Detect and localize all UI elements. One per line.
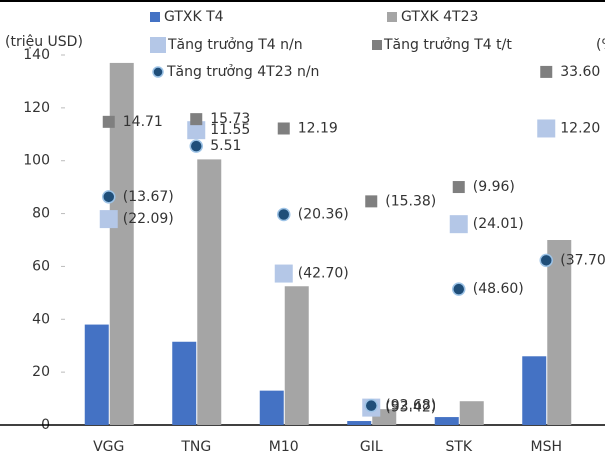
bar xyxy=(522,356,547,425)
data-label: (48.60) xyxy=(473,281,524,297)
x-tick-label: GIL xyxy=(360,439,383,455)
data-label: (15.38) xyxy=(385,193,436,209)
legend-label: GTXK T4 xyxy=(164,9,224,25)
legend-swatch xyxy=(150,37,166,53)
data-label: 15.73 xyxy=(210,111,250,127)
marker xyxy=(99,210,118,229)
legend-label: Tăng trưởng T4 t/t xyxy=(383,37,512,53)
marker xyxy=(540,65,553,78)
y2-axis-title: (%) xyxy=(596,37,605,53)
legend-label: GTXK 4T23 xyxy=(401,9,478,25)
data-label: 33.60 xyxy=(560,64,600,80)
legend-swatch xyxy=(152,66,164,78)
bar xyxy=(347,421,372,425)
y-tick-label: 20 xyxy=(32,364,50,380)
data-label: 11.55 xyxy=(210,122,250,138)
marker xyxy=(102,115,115,128)
data-label: (92.68) xyxy=(385,398,436,414)
marker xyxy=(277,207,291,222)
data-label: (20.36) xyxy=(298,207,349,223)
data-label: 12.20 xyxy=(560,120,600,136)
bar xyxy=(259,390,284,425)
data-label: (42.70) xyxy=(298,266,349,282)
data-label: (22.09) xyxy=(123,211,174,227)
data-label: (9.96) xyxy=(473,179,515,195)
y-tick-label: 140 xyxy=(23,47,50,63)
bar xyxy=(172,341,197,425)
data-label: (13.67) xyxy=(123,189,174,205)
y-axis-title: (triệu USD) xyxy=(5,34,83,50)
marker xyxy=(190,113,203,126)
legend-swatch xyxy=(387,12,397,22)
bar xyxy=(284,286,309,425)
data-label: 12.19 xyxy=(298,120,338,136)
marker xyxy=(539,253,553,268)
marker xyxy=(449,215,468,234)
marker xyxy=(452,181,465,194)
legend-swatch xyxy=(150,12,160,22)
marker xyxy=(364,398,378,413)
y-tick-label: 60 xyxy=(32,258,50,274)
marker xyxy=(277,122,290,135)
marker xyxy=(189,139,203,153)
y-tick-label: 40 xyxy=(32,311,50,327)
data-label: 14.71 xyxy=(123,114,163,130)
data-label: (24.01) xyxy=(473,216,524,232)
legend-label: Tăng trưởng 4T23 n/n xyxy=(166,64,319,80)
x-tick-label: VGG xyxy=(93,439,124,455)
marker xyxy=(187,121,206,140)
marker xyxy=(365,195,378,208)
x-tick-label: STK xyxy=(445,439,472,455)
data-label: 5.51 xyxy=(210,138,241,154)
bar xyxy=(197,159,222,425)
bar xyxy=(459,401,484,425)
marker xyxy=(274,264,293,283)
y-tick-label: 120 xyxy=(23,100,50,116)
bar xyxy=(84,324,109,425)
bar xyxy=(434,417,459,425)
x-tick-label: TNG xyxy=(180,439,211,455)
y-tick-label: 80 xyxy=(32,206,50,222)
x-tick-label: MSH xyxy=(531,439,563,455)
marker xyxy=(102,190,116,204)
x-tick-label: M10 xyxy=(269,439,299,455)
data-label: (93.42) xyxy=(385,400,436,416)
data-label: (37.70) xyxy=(560,252,605,268)
marker xyxy=(537,119,556,138)
bar xyxy=(547,240,572,425)
y-tick-label: 100 xyxy=(23,153,50,169)
legend-label: Tăng trưởng T4 n/n xyxy=(167,37,303,53)
marker xyxy=(452,282,466,296)
legend-swatch xyxy=(372,40,382,50)
